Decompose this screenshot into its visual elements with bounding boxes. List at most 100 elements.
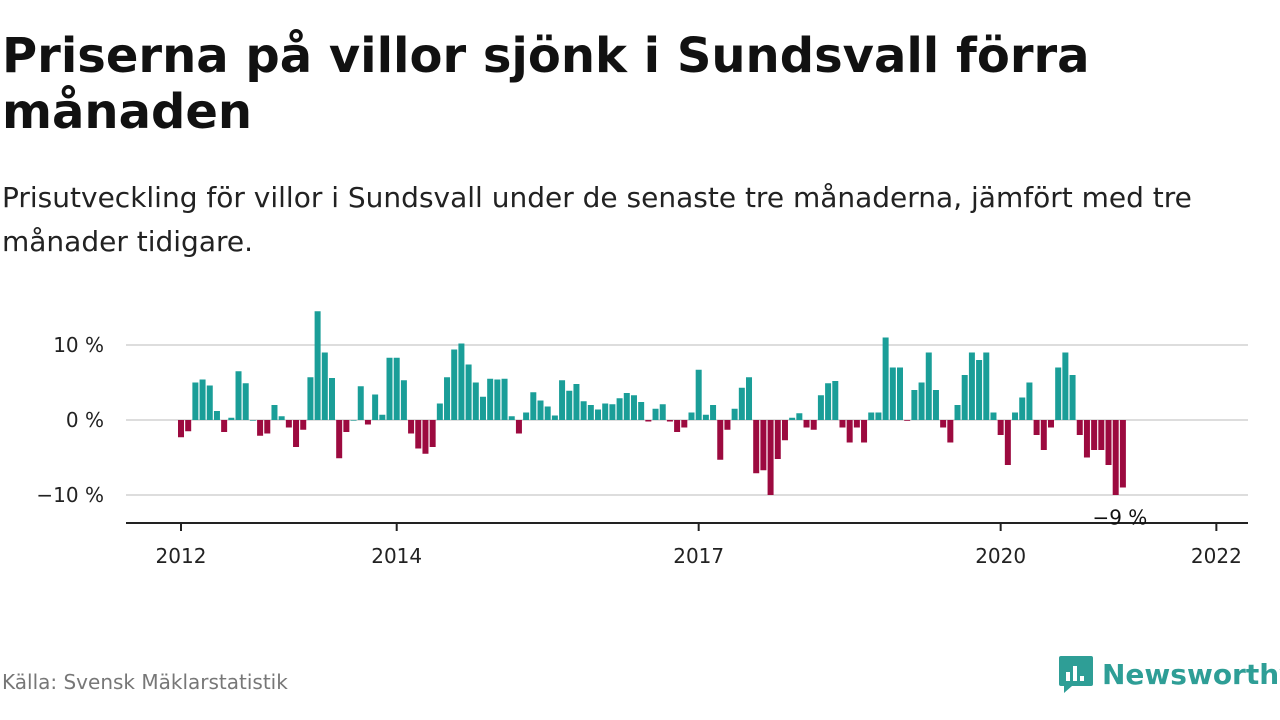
newsworthy-logo: Newsworthy bbox=[1058, 652, 1280, 696]
bar bbox=[566, 390, 573, 420]
bar bbox=[379, 414, 386, 420]
bar bbox=[674, 420, 681, 432]
bar bbox=[688, 412, 695, 420]
bar bbox=[947, 420, 954, 443]
bar bbox=[1004, 420, 1011, 465]
bar bbox=[206, 385, 213, 420]
bar bbox=[976, 360, 983, 420]
bar bbox=[393, 357, 400, 420]
bar bbox=[530, 392, 537, 420]
bar bbox=[940, 420, 947, 428]
bar bbox=[1112, 420, 1119, 495]
bar bbox=[954, 405, 961, 420]
bar bbox=[408, 420, 415, 434]
bar bbox=[789, 417, 796, 420]
bar bbox=[221, 420, 228, 432]
bar bbox=[343, 420, 350, 432]
bar bbox=[595, 409, 602, 420]
bar bbox=[458, 343, 465, 420]
bar bbox=[717, 420, 724, 460]
bar bbox=[1012, 412, 1019, 420]
bar bbox=[846, 420, 853, 443]
bar bbox=[1076, 420, 1083, 435]
bar bbox=[580, 401, 587, 420]
bar bbox=[479, 396, 486, 420]
bar bbox=[746, 377, 753, 420]
bar bbox=[932, 390, 939, 420]
y-tick-label: 10 % bbox=[53, 333, 104, 357]
bar bbox=[235, 371, 242, 420]
bar bbox=[724, 420, 731, 430]
bar bbox=[178, 420, 184, 438]
bar bbox=[918, 382, 925, 420]
bar bbox=[710, 405, 717, 420]
x-tick-label: 2012 bbox=[156, 544, 207, 568]
bar bbox=[249, 420, 256, 421]
bar bbox=[192, 382, 199, 420]
bar bbox=[983, 352, 990, 420]
bar bbox=[803, 420, 810, 428]
bar bbox=[257, 420, 264, 436]
bar bbox=[796, 413, 803, 420]
bar bbox=[666, 420, 673, 422]
bar bbox=[1033, 420, 1040, 435]
chart-title: Priserna på villor sjönk i Sundsvall för… bbox=[2, 28, 1090, 140]
bar bbox=[278, 416, 285, 420]
x-tick-label: 2020 bbox=[975, 544, 1026, 568]
bar bbox=[925, 352, 932, 420]
bar bbox=[602, 403, 609, 420]
bar bbox=[1083, 420, 1090, 458]
bar bbox=[1047, 420, 1054, 428]
bar bbox=[839, 420, 846, 428]
bar bbox=[904, 420, 911, 421]
bar bbox=[487, 378, 494, 420]
bar bbox=[1019, 397, 1026, 420]
bar bbox=[911, 390, 918, 420]
bar bbox=[515, 420, 522, 434]
y-tick-label: −10 % bbox=[36, 483, 104, 507]
bar bbox=[1091, 420, 1098, 450]
bar bbox=[1119, 420, 1126, 488]
bar bbox=[494, 379, 501, 420]
bar bbox=[889, 367, 896, 420]
bar bbox=[372, 394, 379, 420]
bar bbox=[400, 380, 407, 420]
bar bbox=[451, 349, 458, 420]
bar bbox=[1040, 420, 1047, 450]
bar bbox=[314, 311, 321, 420]
bar bbox=[199, 379, 206, 420]
bar bbox=[825, 383, 832, 420]
bar bbox=[242, 383, 249, 420]
bar bbox=[630, 395, 637, 420]
bar bbox=[623, 393, 630, 420]
bar bbox=[1026, 382, 1033, 420]
bar bbox=[300, 420, 307, 430]
bar bbox=[774, 420, 781, 459]
bar bbox=[465, 364, 472, 420]
bar bbox=[968, 352, 975, 420]
bar bbox=[638, 402, 645, 420]
bar bbox=[897, 367, 903, 420]
chart-subtitle: Prisutveckling för villor i Sundsvall un… bbox=[2, 181, 1192, 258]
bar bbox=[1098, 420, 1105, 450]
brand-name: Newsworthy bbox=[1102, 657, 1280, 691]
bar bbox=[336, 420, 343, 459]
bar bbox=[523, 412, 530, 420]
bar bbox=[753, 420, 760, 474]
bar bbox=[616, 398, 623, 420]
bar bbox=[817, 395, 824, 420]
bar bbox=[559, 380, 566, 420]
bar bbox=[293, 420, 300, 447]
bar bbox=[731, 408, 738, 420]
bar bbox=[1105, 420, 1112, 465]
bar bbox=[228, 417, 235, 420]
y-tick-label: 0 % bbox=[66, 408, 104, 432]
bar bbox=[882, 337, 889, 420]
x-tick-label: 2014 bbox=[371, 544, 422, 568]
bar bbox=[386, 357, 393, 420]
bar bbox=[185, 420, 192, 432]
bar bbox=[307, 377, 314, 420]
bar bbox=[436, 403, 443, 420]
bar bbox=[537, 400, 544, 420]
bar bbox=[271, 405, 278, 420]
